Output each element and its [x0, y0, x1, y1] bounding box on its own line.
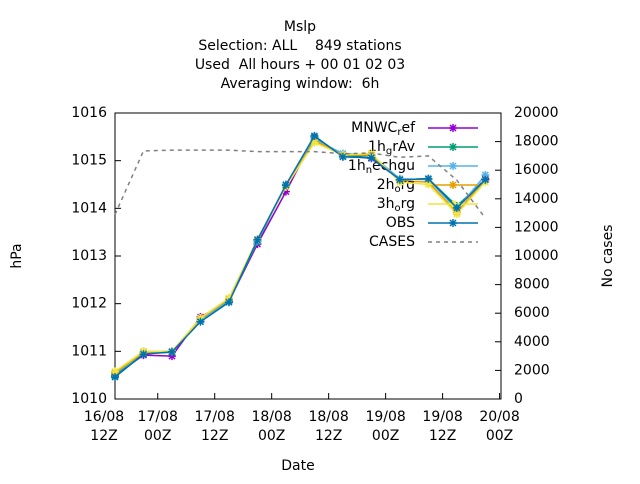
data-point — [395, 175, 404, 184]
y2-tick-label: 12000 — [514, 219, 559, 235]
legend-label: CASES — [369, 234, 415, 250]
data-point — [111, 373, 119, 382]
series — [111, 131, 490, 382]
y2-tick-label: 18000 — [514, 134, 559, 150]
legend-label: 2horg — [377, 177, 415, 195]
x-tick-label: 17/08 00Z — [138, 409, 178, 444]
chart-title: Mslp — [284, 19, 316, 35]
chart-title: Selection: ALL 849 stations — [198, 38, 401, 54]
data-point — [338, 152, 347, 161]
x-tick-label: 20/08 00Z — [479, 409, 519, 444]
data-point — [224, 293, 233, 302]
y2-tick-label: 10000 — [514, 248, 559, 264]
y-tick-label: 1010 — [71, 391, 107, 407]
x-tick-label: 19/08 12Z — [422, 409, 462, 444]
series — [114, 149, 486, 219]
y2-tick-label: 8000 — [514, 277, 550, 293]
x-tick-label: 19/08 00Z — [365, 409, 405, 444]
y2-tick-label: 0 — [514, 391, 523, 407]
legend-label: MNWCref — [351, 120, 416, 138]
data-point — [310, 138, 319, 147]
data-point — [452, 210, 461, 219]
legend-label: 3horg — [377, 196, 415, 214]
data-point — [367, 153, 376, 162]
y-axis-label: hPa — [9, 243, 25, 268]
data-point — [452, 203, 461, 212]
legend-marker — [449, 124, 457, 132]
legend-marker — [449, 219, 457, 227]
legend-label: 1hgrAv — [368, 139, 415, 157]
data-point — [281, 180, 290, 189]
legend-marker — [449, 162, 457, 170]
series-line — [114, 149, 486, 219]
y2-tick-label: 20000 — [514, 105, 559, 121]
y2-axis-label: No cases — [600, 225, 616, 288]
data-point — [167, 347, 176, 356]
y2-tick-label: 14000 — [514, 191, 559, 207]
y2-tick-label: 2000 — [514, 362, 550, 378]
data-point — [424, 180, 433, 189]
legend-label: OBS — [386, 215, 415, 231]
y-tick-label: 1013 — [71, 248, 107, 264]
x-tick-label: 17/08 12Z — [195, 409, 235, 444]
chart-title: Averaging window: 6h — [221, 76, 380, 92]
y-tick-label: 1014 — [71, 200, 107, 216]
data-point — [310, 131, 319, 140]
y2-tick-label: 6000 — [514, 305, 550, 321]
y2-tick-label: 4000 — [514, 334, 550, 350]
y2-tick-label: 16000 — [514, 162, 559, 178]
data-point — [253, 235, 262, 244]
data-point — [224, 298, 233, 307]
legend-marker — [449, 181, 457, 189]
legend-label: 1hnechgu — [348, 158, 415, 176]
y-tick-label: 1011 — [71, 343, 107, 359]
data-point — [111, 367, 119, 376]
chart-title: Used All hours + 00 01 02 03 — [195, 57, 405, 73]
data-point — [139, 350, 148, 359]
data-point — [481, 170, 490, 179]
y-tick-label: 1016 — [71, 105, 107, 121]
x-tick-label: 16/08 12Z — [84, 409, 124, 444]
data-point — [281, 187, 290, 196]
x-tick-label: 18/08 12Z — [308, 409, 348, 444]
data-point — [481, 175, 490, 184]
x-tick-label: 18/08 00Z — [251, 409, 291, 444]
y-tick-label: 1012 — [71, 296, 107, 312]
series-line — [114, 134, 486, 378]
data-point — [196, 317, 205, 326]
legend-marker — [449, 143, 457, 151]
x-axis-label: Date — [281, 458, 314, 474]
y-tick-label: 1015 — [71, 153, 107, 169]
data-point — [424, 174, 433, 183]
